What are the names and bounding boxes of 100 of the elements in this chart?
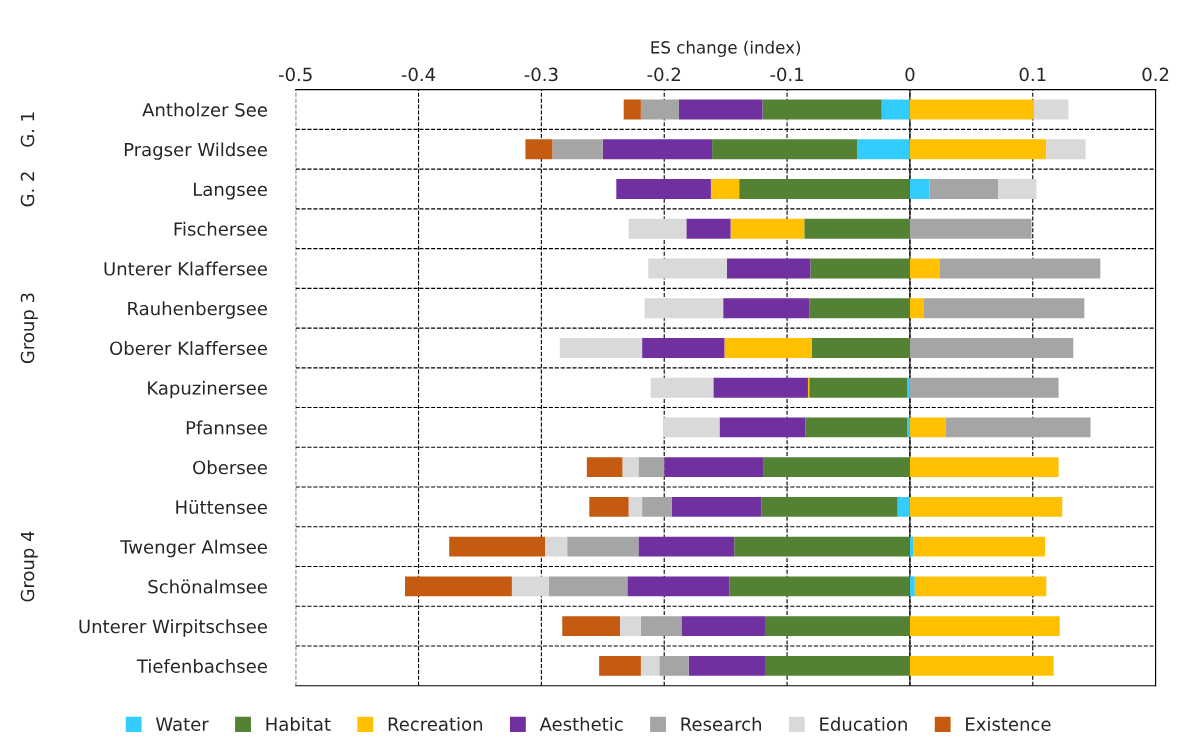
bar — [589, 496, 629, 517]
bar — [909, 616, 1060, 637]
legend-label: Existence — [966, 717, 1051, 731]
bar — [552, 139, 603, 160]
bar — [642, 338, 725, 358]
bar — [449, 536, 546, 557]
bar — [650, 377, 714, 398]
text: G. 2 — [20, 172, 35, 207]
bar — [627, 576, 730, 597]
bar — [1034, 99, 1069, 120]
bar — [664, 457, 764, 478]
bar — [602, 139, 713, 160]
bar — [909, 179, 930, 199]
bar — [638, 536, 735, 557]
bar — [909, 258, 940, 279]
y-tick-label: Rauhenbergsee — [128, 301, 267, 319]
y-tick-label: Fischersee — [174, 221, 267, 236]
bar — [809, 377, 908, 398]
bar — [620, 616, 641, 637]
legend-label: Education — [820, 717, 907, 731]
x-tick-label: -0.4 — [401, 67, 436, 82]
bar — [909, 536, 914, 557]
bar — [907, 417, 910, 438]
y-tick-label: Tiefenbachsee — [136, 659, 267, 673]
bar — [909, 417, 946, 438]
bar — [897, 496, 910, 517]
y-tick-label: Schönalmsee — [148, 579, 267, 594]
bar — [810, 258, 910, 279]
bar — [710, 179, 740, 199]
bar — [659, 655, 689, 676]
x-tick-label: -0.3 — [524, 67, 558, 82]
bar — [713, 377, 808, 398]
x-axis-title: ES change (index) — [651, 40, 801, 57]
bar — [909, 457, 1059, 478]
legend-label: Recreation — [388, 717, 483, 731]
y-tick-label: Pfannsee — [186, 420, 267, 435]
y-tick-label: Oberer Klaffersee — [110, 341, 267, 356]
x-tick-label: -0.5 — [278, 67, 312, 82]
bar — [623, 99, 641, 120]
bar — [914, 576, 1047, 597]
legend-label: Water — [155, 717, 209, 731]
bar — [640, 99, 679, 120]
bar — [622, 457, 639, 478]
x-tick-label: -0.1 — [770, 67, 804, 82]
text: Group 4 — [20, 531, 38, 602]
y-tick-label: Twenger Almsee — [120, 539, 267, 558]
bar — [644, 298, 724, 319]
legend-label: Aesthetic — [539, 717, 623, 731]
bar — [525, 139, 553, 160]
bar — [805, 417, 908, 438]
bar — [913, 536, 1046, 557]
bar — [681, 616, 765, 637]
bar — [909, 655, 1054, 676]
bar — [909, 338, 1074, 358]
bar — [642, 496, 672, 517]
bar — [811, 338, 910, 358]
bar — [923, 298, 1085, 319]
bar — [734, 536, 910, 557]
bar — [909, 139, 1047, 160]
x-tick-label: 0.1 — [1019, 67, 1046, 82]
bar — [881, 99, 910, 120]
bar — [764, 616, 910, 637]
bar — [726, 258, 811, 279]
x-tick-label: 0.2 — [1142, 67, 1169, 82]
bar — [730, 218, 805, 239]
bar — [663, 417, 720, 438]
y-tick-label: Unterer Klaffersee — [104, 261, 267, 276]
bar — [640, 655, 660, 676]
bar — [671, 496, 762, 517]
y-tick-label: Langsee — [194, 182, 267, 200]
legend-label: Habitat — [266, 717, 331, 731]
y-tick-label: Kapuzinersee — [148, 380, 267, 399]
text: Group 3 — [20, 293, 38, 364]
bar — [907, 377, 910, 398]
x-tick-label: -0.2 — [647, 67, 681, 82]
bar — [724, 338, 812, 358]
y-tick-label: Obersee — [193, 460, 267, 475]
bar — [559, 338, 643, 358]
bar — [638, 457, 665, 478]
bar — [729, 576, 910, 597]
bar — [909, 377, 1059, 398]
bar — [764, 655, 910, 676]
bar — [998, 179, 1037, 199]
bar — [628, 496, 643, 517]
bar — [712, 139, 858, 160]
bar — [909, 576, 915, 597]
bar — [929, 179, 999, 199]
bar — [909, 99, 1034, 120]
bar — [405, 576, 512, 597]
bar — [616, 179, 711, 199]
bar — [809, 298, 910, 319]
bar — [586, 457, 623, 478]
bar — [739, 179, 910, 199]
bar — [511, 576, 549, 597]
bar — [723, 298, 810, 319]
bar — [567, 536, 639, 557]
bar — [909, 218, 1032, 239]
bar — [640, 616, 682, 637]
bar — [909, 298, 924, 319]
legend-label: Research — [681, 717, 761, 731]
